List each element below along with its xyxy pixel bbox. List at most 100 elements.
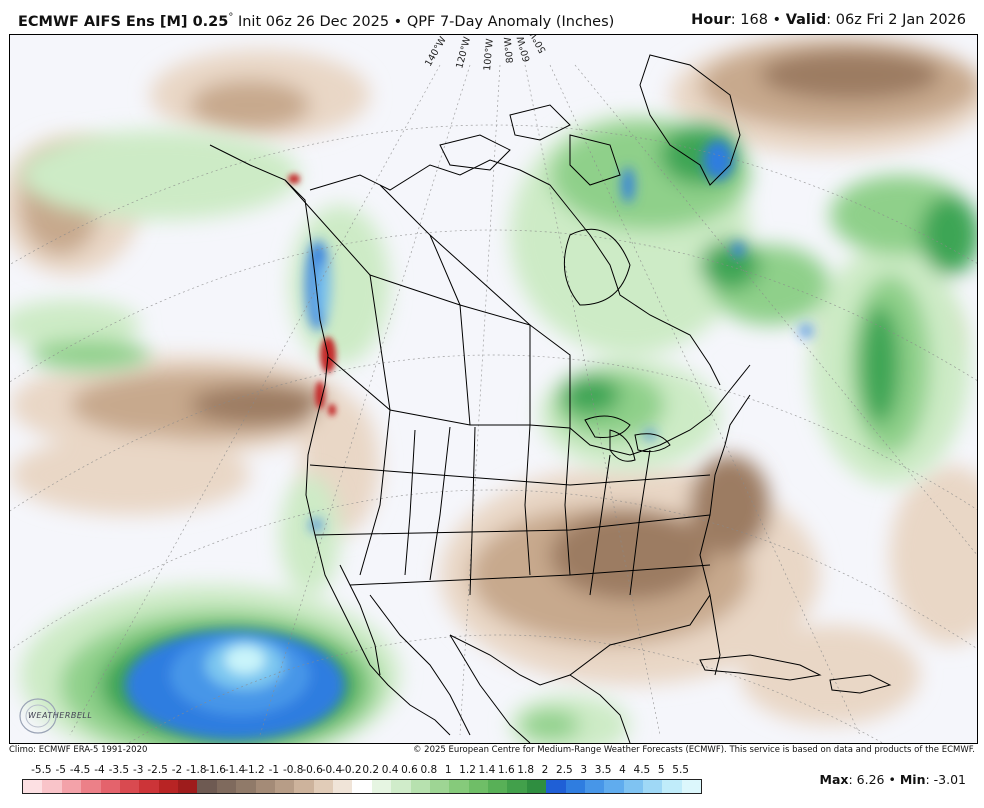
colorbar-swatch [197,780,217,793]
lon-label-100w: 100°W [482,38,496,72]
colorbar-tick-label: -5.5 [31,764,52,776]
hour-value: : 168 [730,12,768,28]
colorbar-swatch [643,780,663,793]
colorbar-tick-label: 5.5 [672,764,689,776]
colorbar-tick-label: 2.5 [556,764,573,776]
product-name: QPF 7-Day Anomaly (Inches) [406,13,615,30]
colorbar-tick-label: -4 [94,764,105,776]
colorbar-swatch [23,780,43,793]
colorbar-tick-label: -4.5 [69,764,91,776]
colorbar-swatch [294,780,314,793]
colorbar-tick-label: 1.4 [478,764,496,776]
colorbar-swatch [681,780,702,793]
weatherbell-logo [19,698,57,734]
colorbar-tick-label: 1.8 [517,764,535,776]
max-value: : 6.26 [848,772,885,787]
model-name: ECMWF AIFS Ens [M] 0.25 [18,13,229,30]
colorbar-swatch [429,780,450,793]
colorbar-labels: -5.5 -5 -4.5 -4 -3.5 -3 -2.5 -2 -1.8 -1.6 -1.4 -1.2… [26,764,706,778]
colorbar-swatch [449,780,469,793]
colorbar-swatch [468,780,488,793]
colorbar-tick-label: -0.6 [302,764,323,776]
colorbar-tick-label: 2 [541,764,549,776]
colorbar-swatch [236,780,256,793]
valid-label: Valid [785,12,827,28]
colorbar-tick-label: -5 [55,764,66,776]
colorbar-swatch [139,780,159,793]
colorbar-tick-label: 3 [580,764,588,776]
title-separator: • [393,13,403,30]
anomaly-map: 140°W 120°W 100°W 80°W 60°W 50°W [9,34,978,744]
colorbar-tick-label: -0.8 [282,764,304,776]
colorbar-swatch [584,780,605,793]
colorbar-tick-label: 1.2 [459,764,476,776]
max-min-stats: Max: 6.26 • Min: -3.01 [820,772,966,787]
colorbar-swatch [604,780,624,793]
colorbar-swatch [119,780,140,793]
colorbar-swatch [274,780,295,793]
colorbar-swatch [178,780,198,793]
logo-text: WEATHERBELL [28,711,93,720]
colorbar-tick-label: 4 [619,764,626,776]
colorbar-tick-label: -0.2 [341,764,362,776]
stats-separator: • [888,772,896,787]
colorbar-tick-label: -1.6 [205,764,226,776]
valid-time: Hour: 168 • Valid: 06z Fri 2 Jan 2026 [691,12,966,28]
colorbar-tick-label: -0.4 [321,764,343,776]
map-canvas: 140°W 120°W 100°W 80°W 60°W 50°W [10,35,977,743]
colorbar-tick-label: 1.6 [497,764,515,776]
colorbar-tick-label: -1.4 [224,764,246,776]
colorbar [22,779,702,794]
colorbar-swatch [42,780,62,793]
colorbar-swatch [662,780,682,793]
colorbar-swatch [488,780,508,793]
colorbar-swatch [100,780,120,793]
political-boundaries [209,54,892,743]
colorbar-tick-label: 4.5 [633,764,651,776]
colorbar-tick-label: -1.8 [186,764,207,776]
min-label: Min [899,772,926,787]
degree-symbol: ° [228,12,234,23]
colorbar-swatch [526,780,547,793]
colorbar-tick-label: -2 [171,764,183,776]
colorbar-swatch [565,780,585,793]
colorbar-tick-label: -2.5 [147,764,168,776]
colorbar-tick-label: 5 [657,764,665,776]
colorbar-tick-label: -1 [268,764,280,776]
colorbar-tick-label: -3.5 [108,764,130,776]
colorbar-swatch [333,780,353,793]
init-time: Init 06z 26 Dec 2025 [237,13,390,30]
colorbar-swatch [623,780,643,793]
colorbar-tick-label: 0.2 [362,764,380,776]
colorbar-tick-label: 0.4 [381,764,399,776]
colorbar-swatch [507,780,527,793]
climo-note: Climo: ECMWF ERA-5 1991-2020 [9,745,148,755]
colorbar-swatch [410,780,430,793]
header: ECMWF AIFS Ens [M] 0.25° Init 06z 26 Dec… [0,0,984,34]
colorbar-swatch [546,780,566,793]
colorbar-swatch [371,780,392,793]
map-title: ECMWF AIFS Ens [M] 0.25° Init 06z 26 Dec… [18,12,614,30]
valid-value: : 06z Fri 2 Jan 2026 [826,12,966,28]
colorbar-swatch [216,780,237,793]
colorbar-tick-label: 0.8 [420,764,438,776]
colorbar-swatch [81,780,101,793]
min-value: : -3.01 [925,772,966,787]
colorbar-swatch [255,780,275,793]
colorbar-tick-label: 1 [444,764,452,776]
colorbar-swatch [61,780,82,793]
copyright-note: © 2025 European Centre for Medium-Range … [412,745,975,755]
colorbar-swatch [158,780,178,793]
colorbar-tick-label: 3.5 [594,764,612,776]
valid-separator: • [772,12,782,28]
colorbar-tick-label: -3 [132,764,144,776]
graticule [10,64,977,743]
colorbar-tick-label: -1.2 [244,764,265,776]
lon-label-80w: 80°W [503,36,516,64]
colorbar-swatch [352,780,372,793]
colorbar-swatch [391,780,411,793]
colorbar-swatch [313,780,333,793]
max-label: Max [819,772,849,787]
hour-label: Hour [691,12,731,28]
colorbar-tick-label: 0.6 [401,764,418,776]
